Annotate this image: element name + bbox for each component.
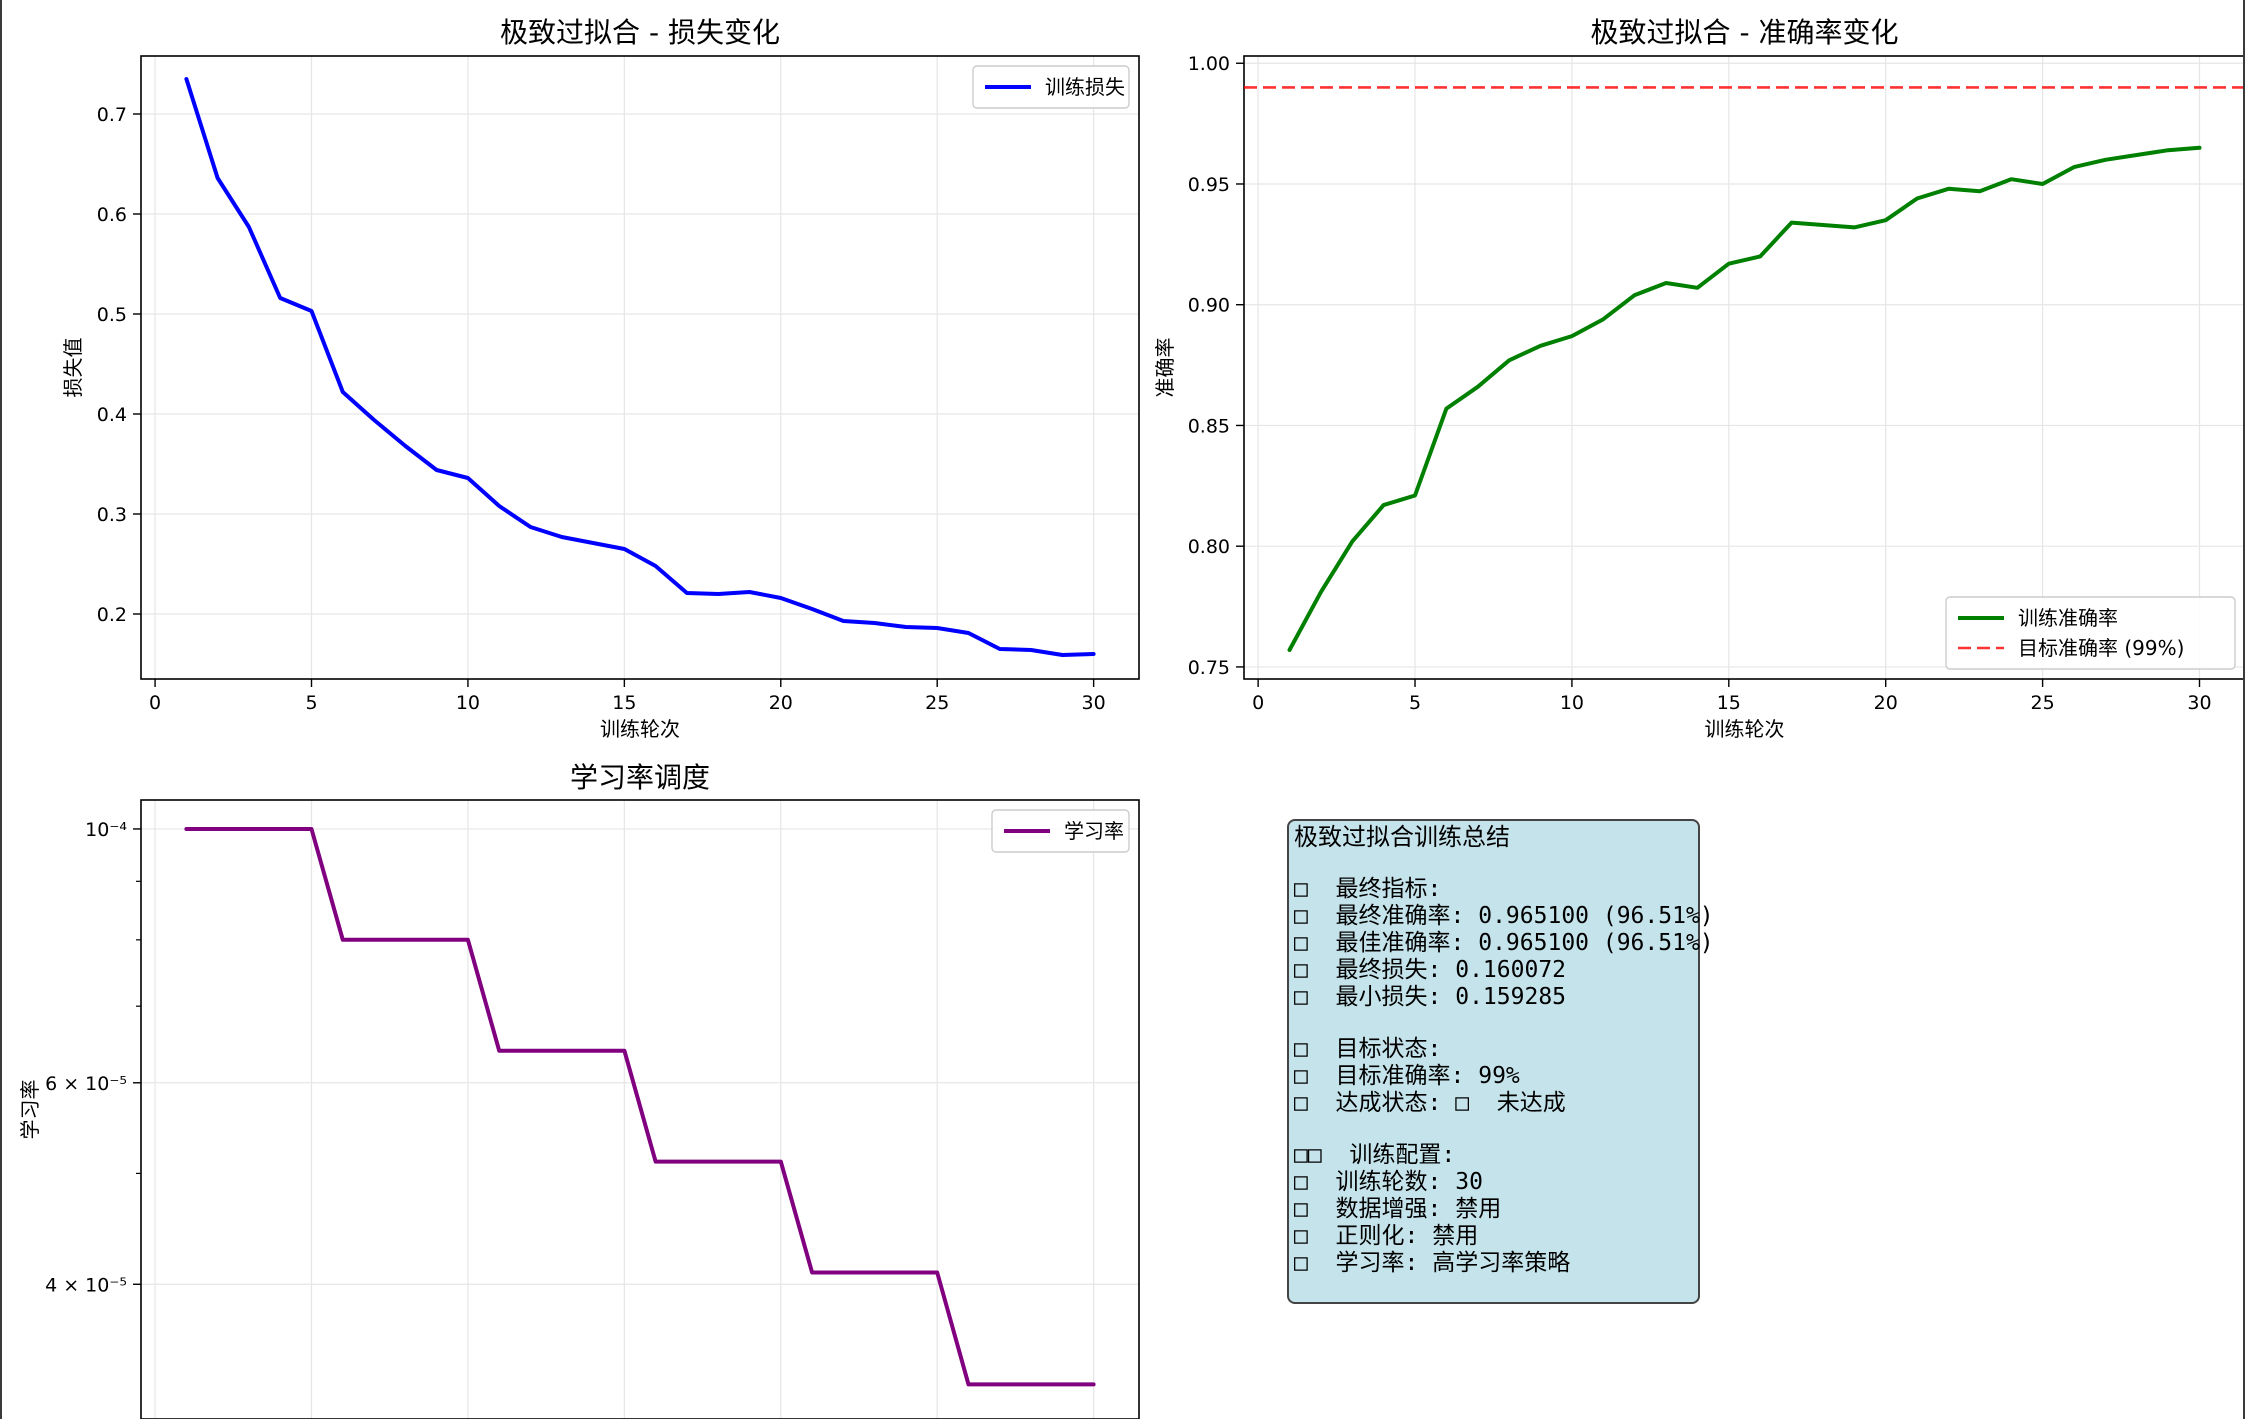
summary-line: □ 正则化: 禁用 [1294, 1223, 1479, 1249]
summary-line: □ 最佳准确率: 0.965100 (96.51%) [1294, 930, 1714, 956]
series-line [184, 827, 1096, 1387]
y-tick-label: 0.95 [1188, 174, 1230, 196]
chart-title: 学习率调度 [570, 761, 710, 794]
summary-line: □ 训练轮数: 30 [1294, 1169, 1483, 1195]
legend-label: 训练准确率 [2018, 606, 2118, 630]
y-tick-label: 0.90 [1188, 295, 1230, 317]
x-axis-label: 训练轮次 [600, 717, 680, 741]
summary-line: □ 目标准确率: 99% [1294, 1063, 1520, 1089]
y-axis-label: 损失值 [61, 338, 85, 398]
y-tick-label: 10⁻⁴ [85, 819, 127, 841]
y-tick-label: 0.85 [1188, 415, 1230, 437]
x-tick-label: 20 [769, 692, 793, 714]
summary-line: □ 最终准确率: 0.965100 (96.51%) [1294, 903, 1714, 929]
chart-title: 极致过拟合 - 准确率变化 [1591, 16, 1899, 49]
left-window-edge [0, 0, 2, 1419]
x-tick-label: 20 [1874, 692, 1898, 714]
series-line [1287, 145, 2202, 652]
x-tick-label: 0 [1252, 692, 1264, 714]
legend-box [991, 809, 1130, 853]
summary-line: □ 最终指标: [1294, 876, 1442, 902]
y-axis-label: 准确率 [1153, 338, 1177, 398]
y-axis-label: 学习率 [18, 1080, 42, 1140]
summary-title: 极致过拟合训练总结 [1294, 823, 1510, 851]
legend-label: 学习率 [1064, 819, 1124, 843]
summary-line: □ 数据增强: 禁用 [1294, 1196, 1502, 1222]
summary-line: □ 达成状态: □ 未达成 [1294, 1090, 1566, 1116]
x-tick-label: 30 [1082, 692, 1106, 714]
y-tick-label: 0.5 [97, 304, 127, 326]
y-tick-label: 0.75 [1188, 657, 1230, 679]
legend-box [972, 65, 1130, 109]
x-tick-label: 5 [1409, 692, 1421, 714]
x-tick-label: 25 [2031, 692, 2055, 714]
chart-title: 极致过拟合 - 损失变化 [500, 16, 780, 49]
x-tick-label: 10 [456, 692, 480, 714]
axes-frame [140, 799, 1140, 1419]
axes-frame [140, 55, 1140, 680]
legend-box [1945, 596, 2236, 670]
axes-frame [1243, 55, 2245, 680]
training-summary-box [1287, 819, 1700, 1304]
summary-line: □ 最终损失: 0.160072 [1294, 957, 1567, 983]
x-tick-label: 15 [612, 692, 636, 714]
y-tick-label: 0.2 [97, 604, 127, 626]
y-tick-label: 0.7 [97, 104, 127, 126]
summary-line: □ 目标状态: [1294, 1036, 1442, 1062]
summary-line: □ 最小损失: 0.159285 [1294, 984, 1567, 1010]
y-tick-label: 1.00 [1188, 53, 1230, 75]
y-tick-label: 4 × 10⁻⁵ [45, 1274, 127, 1296]
x-tick-label: 10 [1560, 692, 1584, 714]
y-tick-label: 0.6 [97, 204, 127, 226]
series-line [184, 77, 1096, 657]
y-tick-label: 0.4 [97, 404, 127, 426]
x-tick-label: 5 [305, 692, 317, 714]
x-axis-label: 训练轮次 [1705, 717, 1785, 741]
x-tick-label: 0 [149, 692, 161, 714]
x-tick-label: 15 [1717, 692, 1741, 714]
y-tick-label: 0.80 [1188, 536, 1230, 558]
x-tick-label: 25 [925, 692, 949, 714]
y-tick-label: 0.3 [97, 504, 127, 526]
legend-label: 训练损失 [1045, 75, 1125, 99]
x-tick-label: 30 [2187, 692, 2211, 714]
right-window-edge [2243, 0, 2245, 1419]
summary-line: □ 学习率: 高学习率策略 [1294, 1250, 1571, 1276]
legend-label: 目标准确率 (99%) [2018, 636, 2184, 660]
y-tick-label: 6 × 10⁻⁵ [45, 1073, 127, 1095]
summary-line: □□ 训练配置: [1294, 1142, 1456, 1168]
